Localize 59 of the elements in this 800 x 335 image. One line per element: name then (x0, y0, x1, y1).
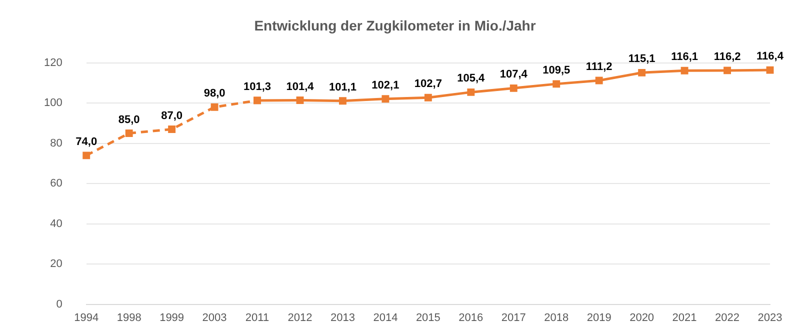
y-tick-label: 0 (56, 298, 62, 310)
y-tick-label: 100 (44, 97, 62, 110)
data-label: 116,1 (671, 51, 698, 64)
point (638, 68, 646, 76)
data-label: 111,2 (586, 61, 612, 74)
point (510, 84, 518, 92)
y-tick-label: 60 (50, 178, 62, 190)
point (338, 97, 346, 105)
data-label: 74,0 (76, 136, 98, 148)
point (125, 130, 133, 137)
y-tick-label: 20 (50, 258, 62, 270)
x-tick-label: 2015 (416, 312, 440, 324)
x-tick-label: 1998 (116, 312, 142, 324)
data-label: 98,0 (204, 88, 226, 100)
data-label: 107,4 (500, 68, 528, 81)
point (766, 66, 774, 74)
x-tick-label: 2016 (458, 312, 484, 324)
x-tick-label: 1999 (160, 312, 184, 324)
y-tick-label: 80 (50, 137, 62, 150)
x-tick-label: 2014 (373, 312, 398, 324)
x-tick-label: 2012 (288, 312, 312, 324)
point (552, 80, 560, 88)
data-label: 102,7 (414, 78, 442, 90)
point (210, 103, 218, 111)
x-tick-label: 1994 (74, 312, 99, 324)
data-label: 101,3 (244, 80, 272, 93)
point (296, 96, 304, 104)
data-label: 116,4 (756, 50, 784, 63)
x-tick-label: 2011 (245, 312, 270, 324)
point (680, 66, 688, 74)
point (382, 95, 390, 103)
point (724, 66, 731, 74)
data-label: 102,1 (372, 79, 400, 92)
data-label: 101,1 (328, 81, 356, 94)
point (595, 76, 603, 84)
point (82, 152, 90, 160)
x-tick-label: 2022 (715, 312, 740, 324)
data-label: 85,0 (118, 114, 140, 126)
x-tick-label: 2013 (330, 312, 355, 324)
data-label: 116,2 (714, 50, 741, 63)
y-tick-label: 120 (44, 56, 62, 69)
x-tick-label: 2017 (501, 312, 526, 324)
x-tick-label: 2023 (758, 312, 782, 324)
x-tick-label: 2020 (630, 312, 654, 324)
x-tick-label: 2019 (586, 312, 612, 324)
chart-title: Entwicklung der Zugkilometer in Mio./Jahr (254, 17, 536, 34)
data-label: 115,1 (628, 53, 656, 66)
data-label: 101,4 (286, 80, 315, 93)
point (168, 126, 176, 133)
data-label: 87,0 (161, 110, 183, 122)
data-label: 105,4 (457, 72, 486, 85)
x-tick-label: 2003 (202, 312, 227, 324)
x-tick-label: 2018 (544, 312, 569, 324)
point (467, 88, 475, 96)
x-tick-label: 2021 (672, 312, 697, 324)
point (424, 94, 432, 102)
y-tick-label: 40 (50, 218, 62, 230)
point (254, 96, 261, 104)
data-label: 109,5 (542, 64, 570, 76)
